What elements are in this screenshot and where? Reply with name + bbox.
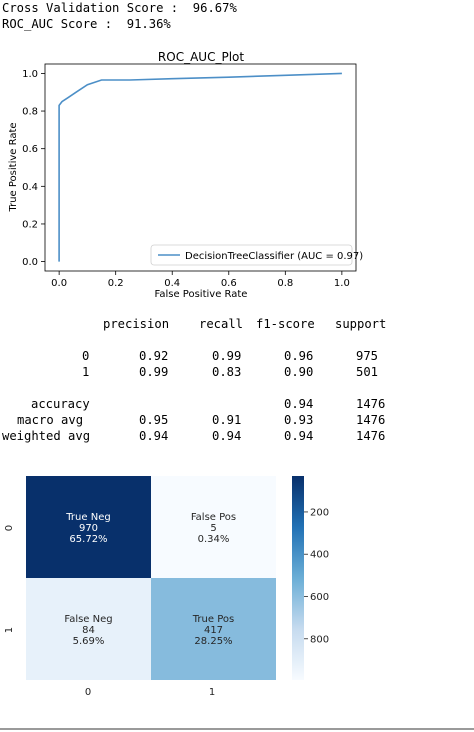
roc-y-tick-label: 0.2	[22, 219, 38, 230]
roc-legend: DecisionTreeClassifier (AUC = 0.97)	[150, 244, 363, 266]
report-cell: 1476	[356, 397, 386, 411]
report-header-f1: f1-score	[256, 317, 315, 331]
cv-score-line: Cross Validation Score : 96.67%	[2, 1, 237, 15]
roc-x-tick-label: 1.0	[334, 278, 350, 289]
report-header-support: support	[335, 317, 387, 331]
auc-score-line: ROC_AUC Score : 91.36%	[2, 17, 171, 31]
roc-x-tick-label: 0.6	[221, 278, 237, 289]
roc-x-tick-label: 0.0	[51, 278, 67, 289]
report-cell: 0.83	[212, 365, 242, 379]
roc-auc-plot: ROC_AUC_Plot 0.0 0.2 0.4 0.6 0.8 1.0 0.0 0.2 0.4…	[8, 50, 363, 300]
roc-x-tick-label: 0.4	[164, 278, 180, 289]
roc-y-tick-label: 0.4	[22, 182, 38, 193]
report-cell: 0.95	[139, 413, 169, 427]
report-cell: 0.94	[139, 429, 169, 443]
roc-curve	[58, 72, 342, 262]
report-row-label: 0	[82, 349, 90, 363]
report-cell: 0.99	[139, 365, 169, 379]
report-cell: 0.94	[284, 429, 314, 443]
roc-x-tick-label: 0.2	[108, 278, 124, 289]
report-header-precision: precision	[103, 317, 170, 331]
report-cell: 0.94	[284, 397, 314, 411]
cell-divider	[0, 728, 474, 730]
roc-y-tick-label: 0.0	[22, 257, 38, 268]
report-cell: 0.99	[212, 349, 242, 363]
roc-title: ROC_AUC_Plot	[158, 50, 244, 64]
roc-x-label: False Positive Rate	[155, 289, 248, 300]
report-cell: 1476	[356, 429, 386, 443]
report-cell: 975	[356, 349, 379, 363]
roc-y-label: True Positive Rate	[8, 122, 19, 212]
report-cell: 501	[356, 365, 379, 379]
report-row-label: 1	[82, 365, 90, 379]
report-cell: 0.92	[139, 349, 169, 363]
report-cell: 0.94	[212, 429, 242, 443]
report-row-label: weighted avg	[2, 429, 91, 443]
roc-y-tick-label: 0.8	[22, 107, 38, 118]
report-cell: 1476	[356, 413, 386, 427]
report-cell: 0.91	[212, 413, 242, 427]
roc-x-tick-label: 0.8	[277, 278, 293, 289]
report-header-recall: recall	[199, 317, 244, 331]
roc-legend-label: DecisionTreeClassifier (AUC = 0.97)	[185, 251, 363, 262]
roc-axes-frame	[44, 63, 357, 272]
report-row-label: accuracy	[31, 397, 90, 411]
report-cell: 0.90	[284, 365, 314, 379]
report-cell: 0.96	[284, 349, 314, 363]
roc-y-tick-label: 0.6	[22, 144, 38, 155]
roc-y-tick-label: 1.0	[22, 69, 38, 80]
report-row-label: macro avg	[17, 413, 84, 427]
report-cell: 0.93	[284, 413, 314, 427]
